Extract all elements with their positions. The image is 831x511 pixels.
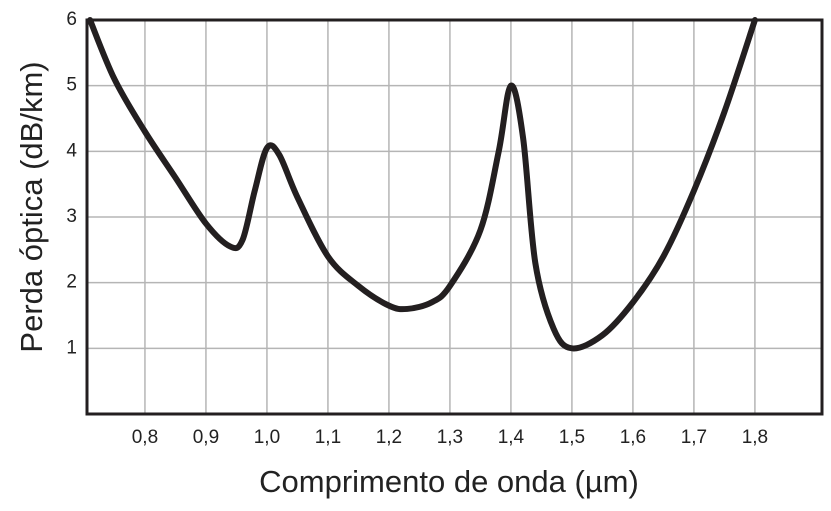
y-tick-label: 5 xyxy=(66,75,77,96)
x-tick-label: 1,8 xyxy=(742,427,768,448)
x-tick-label: 1,1 xyxy=(315,427,341,448)
x-tick-label: 0,8 xyxy=(132,427,158,448)
x-tick-label: 1,5 xyxy=(559,427,585,448)
y-axis-title: Perda óptica (dB/km) xyxy=(14,61,49,352)
y-tick-label: 4 xyxy=(66,140,77,161)
y-tick-label: 6 xyxy=(66,9,77,30)
x-tick-label: 1,2 xyxy=(376,427,402,448)
plot-frame xyxy=(85,18,824,416)
x-tick-label: 1,6 xyxy=(620,427,646,448)
x-tick-label: 1,0 xyxy=(254,427,280,448)
x-tick-label: 0,9 xyxy=(193,427,219,448)
y-tick-label: 1 xyxy=(66,337,77,358)
y-tick-label: 2 xyxy=(66,272,77,293)
x-tick-label: 1,3 xyxy=(437,427,463,448)
y-tick-label: 3 xyxy=(66,206,77,227)
x-axis-title: Comprimento de onda (µm) xyxy=(259,464,639,499)
loss-curve xyxy=(87,17,758,352)
x-tick-label: 1,4 xyxy=(498,427,525,448)
x-tick-label: 1,7 xyxy=(681,427,707,448)
